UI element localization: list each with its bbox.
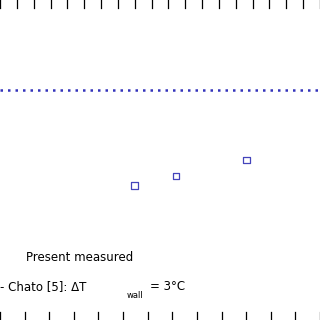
- Point: [132, 183, 137, 188]
- Point: [244, 157, 249, 163]
- Text: = 3°C: = 3°C: [150, 280, 186, 292]
- Text: - Chato [5]: ΔT: - Chato [5]: ΔT: [0, 280, 86, 292]
- Point: [173, 173, 179, 179]
- Text: wall: wall: [126, 291, 143, 300]
- Text: Present measured: Present measured: [26, 251, 133, 264]
